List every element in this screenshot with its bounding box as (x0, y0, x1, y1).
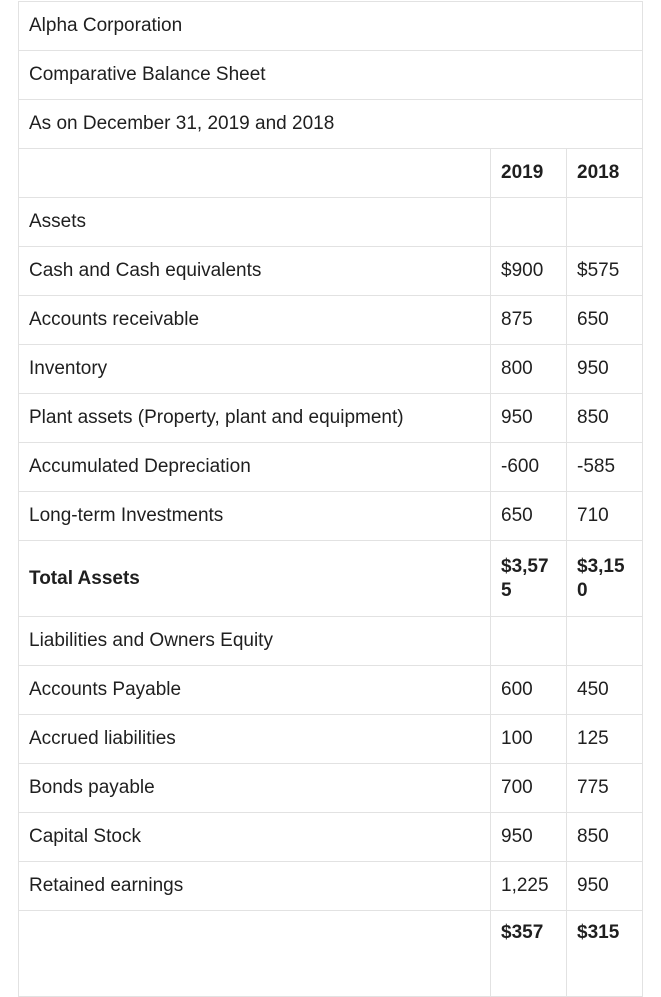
cell: 700 (490, 763, 567, 813)
cell: 850 (565, 393, 644, 443)
balance-sheet: Alpha Corporation Comparative Balance Sh… (17, 1, 644, 997)
cell: 1,225 (490, 861, 567, 911)
row-label: Cash and Cash equivalents (18, 246, 491, 296)
row-label: Inventory (18, 344, 491, 394)
column-header: 2018 (565, 148, 644, 198)
cell: 950 (490, 812, 567, 862)
section-label: Assets (18, 197, 491, 247)
cell: 710 (565, 491, 644, 541)
cell: $900 (490, 246, 567, 296)
cell: 875 (490, 295, 567, 345)
row-label: Capital Stock (18, 812, 491, 862)
row-label: Bonds payable (18, 763, 491, 813)
cell: -600 (490, 442, 567, 492)
row-label: Accounts Payable (18, 665, 491, 715)
row-label: Accumulated Depreciation (18, 442, 491, 492)
cell: 950 (565, 344, 644, 394)
page: Alpha Corporation Comparative Balance Sh… (17, 1, 644, 997)
cell: -585 (565, 442, 644, 492)
cell: 125 (565, 714, 644, 764)
cell: 450 (565, 665, 644, 715)
title: Comparative Balance Sheet (17, 50, 644, 100)
cell: 100 (490, 714, 567, 764)
row-label: Plant assets (Property, plant and equipm… (18, 393, 491, 443)
column-header: 2019 (490, 148, 567, 198)
cell: 600 (490, 665, 567, 715)
cell: 950 (565, 861, 644, 911)
cell: 775 (565, 763, 644, 813)
total-cell: $357 (490, 910, 567, 997)
total-cell: $315 (565, 910, 644, 997)
section-label: Liabilities and Owners Equity (18, 616, 491, 666)
row-label: Accrued liabilities (18, 714, 491, 764)
cell: 800 (490, 344, 567, 394)
row-label: Accounts receivable (18, 295, 491, 345)
cell: 650 (490, 491, 567, 541)
cell: 950 (490, 393, 567, 443)
total-label: Total Assets (18, 540, 491, 617)
row-label: Retained earnings (18, 861, 491, 911)
total-cell: $3,575 (490, 540, 567, 617)
cell: $575 (565, 246, 644, 296)
company: Alpha Corporation (17, 1, 644, 51)
row-label: Long-term Investments (18, 491, 491, 541)
cell: 850 (565, 812, 644, 862)
total-cell: $3,150 (565, 540, 644, 617)
cell: 650 (565, 295, 644, 345)
date: As on December 31, 2019 and 2018 (17, 99, 644, 149)
